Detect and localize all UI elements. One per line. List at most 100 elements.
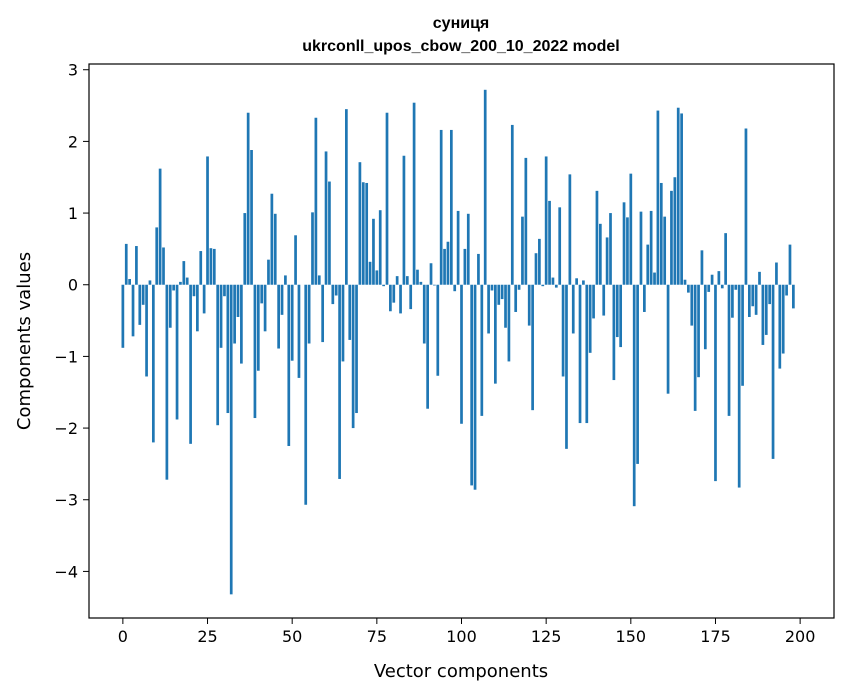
bar [402,155,406,285]
bar [409,284,413,310]
bar [250,150,253,285]
bar [456,210,460,285]
bar [145,284,148,377]
bar [690,284,694,326]
bar [792,284,795,309]
bar [287,284,291,446]
chart-title: суниця [433,15,489,32]
bar [768,284,772,305]
bar [619,284,623,348]
y-tick-label: −2 [54,419,78,438]
bar [517,284,521,290]
bar [751,284,755,307]
bar [632,284,636,507]
bar [334,284,338,296]
bar [571,284,575,334]
bar [646,244,650,285]
bar [785,284,788,296]
bar [724,233,727,285]
bar [311,212,314,285]
bar [280,284,284,315]
y-tick-label: 1 [68,204,78,223]
bar [693,284,697,411]
bar [764,284,768,335]
bar [473,284,477,490]
y-axis: 3 2 1 0 −1 −2 −3 −4 [54,61,89,581]
bar [663,216,667,285]
bar [534,253,538,285]
bar [466,213,470,285]
bar [463,248,467,285]
bar [243,213,247,285]
bar [598,223,602,285]
chart-subtitle: ukrconll_upos_cbow_200_10_2022 model [302,38,619,55]
bar [223,284,226,297]
bar [338,284,341,479]
bar [128,279,131,285]
bar [717,271,721,285]
bar [551,277,555,285]
bar [229,284,233,595]
bar [307,284,311,344]
bar [324,151,328,285]
bar [538,238,541,285]
bar [196,284,199,332]
bar [328,181,331,285]
bar [256,284,260,371]
bar [168,284,172,328]
bar [267,259,270,285]
bar [747,284,751,317]
bar [209,248,213,285]
bar-series [121,89,795,595]
bar [720,284,724,289]
bar [649,210,653,285]
bar [477,253,480,285]
bar [141,284,145,305]
bar [429,263,433,285]
bar [385,112,389,285]
bar [202,284,206,314]
bar [436,284,440,376]
bar [531,284,534,411]
bar [595,190,599,285]
bar [185,277,189,285]
bar [236,284,240,317]
bar [273,213,277,285]
bar [449,129,453,285]
bar [710,274,714,285]
bar [483,89,487,285]
bar [636,284,639,464]
y-tick-label: −4 [54,562,78,581]
bar [382,284,385,287]
bar [392,284,396,303]
bar [497,284,501,305]
bar [622,202,626,285]
bar [165,284,169,480]
bar [375,270,379,285]
bar [206,156,209,285]
x-tick-label: 100 [446,627,477,646]
bar [345,109,348,285]
bar [659,182,663,285]
bar [453,284,457,292]
x-tick-label: 200 [785,627,816,646]
bar [781,284,785,354]
bar [151,284,155,443]
bar [172,284,176,291]
bar [121,284,125,348]
bar [162,247,165,285]
bar [561,284,565,377]
bar [548,200,551,285]
bar [470,284,474,486]
bar [365,182,369,285]
bar [775,262,778,285]
x-axis: 0 25 50 75 100 125 150 175 200 [118,618,816,646]
bar [416,269,419,285]
bar [575,278,578,285]
bar [521,216,524,285]
bar [788,244,792,285]
bar [378,210,382,285]
y-tick-label: −1 [54,347,78,366]
bar [761,284,765,345]
bar [368,261,372,285]
